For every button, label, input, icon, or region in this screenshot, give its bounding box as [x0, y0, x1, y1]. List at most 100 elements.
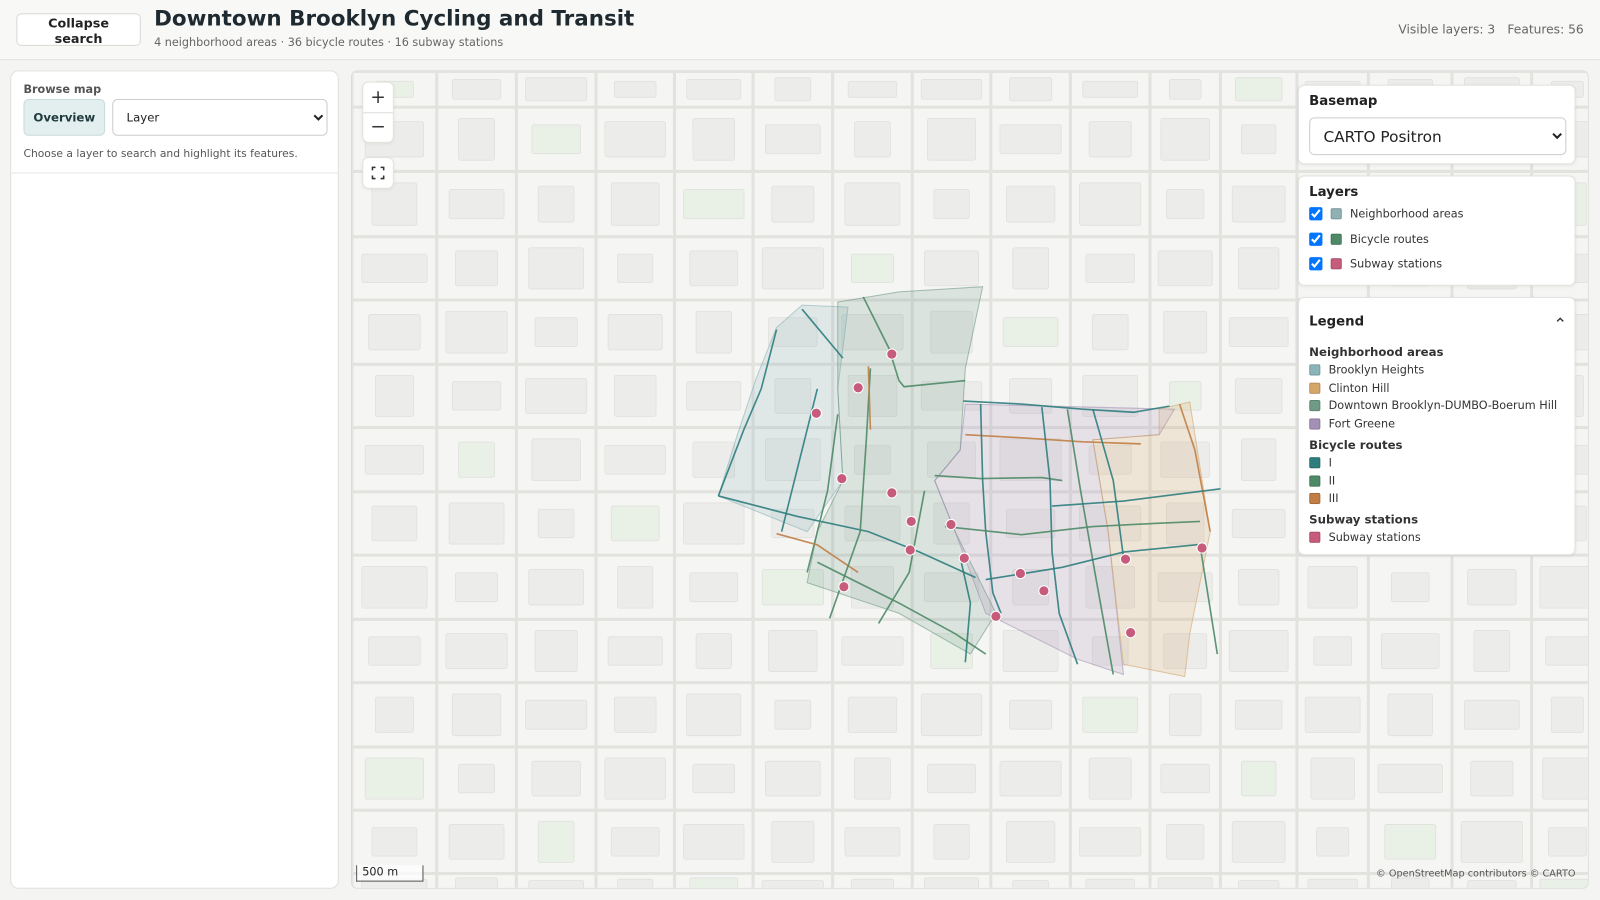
bicycle-route: [828, 368, 872, 619]
block: [1234, 77, 1283, 102]
block: [841, 636, 904, 666]
zoom-control: + −: [362, 81, 394, 143]
subway-station: [886, 348, 898, 360]
layer-label: Bicycle routes: [1349, 232, 1429, 246]
block: [930, 310, 973, 354]
layer-checkbox[interactable]: [1309, 232, 1323, 246]
subway-station: [990, 610, 1002, 622]
block: [458, 763, 495, 794]
block: [613, 374, 657, 417]
panel-heading: Layers: [1309, 184, 1359, 200]
bicycle-route: [877, 490, 926, 624]
block: [1085, 878, 1135, 888]
block: [607, 314, 663, 351]
block: [525, 699, 588, 730]
zoom-out[interactable]: −: [370, 116, 386, 138]
block: [847, 80, 898, 98]
legend-item: Brooklyn Heights: [1309, 363, 1425, 377]
block: [361, 253, 428, 284]
block: [1157, 572, 1213, 603]
block: [844, 505, 901, 542]
bicycle-route: [963, 400, 1170, 414]
block: [1241, 760, 1277, 797]
legend-label: I: [1328, 455, 1332, 470]
block: [920, 79, 983, 100]
neighborhood-area: [1092, 401, 1211, 678]
subway-station: [810, 407, 822, 419]
block: [1390, 877, 1430, 888]
collapse-icon[interactable]: [1554, 315, 1566, 325]
block: [1082, 80, 1139, 98]
legend-item: II: [1309, 474, 1335, 487]
legend-group-title: Bicycle routes: [1309, 437, 1403, 452]
subway-station: [904, 544, 916, 556]
layer-checkbox[interactable]: [1309, 257, 1323, 271]
layer-checkbox[interactable]: [1309, 207, 1323, 221]
overview-tab[interactable]: Overview: [23, 98, 106, 136]
bicycle-route: [1178, 403, 1212, 532]
block: [1473, 630, 1511, 672]
block: [764, 438, 821, 481]
bicycle-route: [1041, 407, 1079, 665]
legend-swatch: [1309, 456, 1321, 469]
legend-label: Brooklyn Heights: [1328, 363, 1425, 377]
zoom-in[interactable]: +: [370, 86, 386, 109]
block: [774, 77, 812, 102]
block: [1231, 508, 1286, 539]
block: [534, 317, 578, 348]
block: [686, 693, 742, 737]
legend-label: III: [1328, 492, 1339, 506]
block: [764, 760, 821, 797]
block: [768, 630, 818, 672]
block: [361, 565, 428, 609]
collapse-button[interactable]: Collapse search: [16, 13, 141, 46]
bicycle-route: [717, 329, 778, 497]
subway-station: [958, 552, 970, 564]
layer-select[interactable]: Layer: [112, 98, 328, 136]
block: [1157, 250, 1213, 287]
block: [371, 182, 418, 226]
subway-station: [852, 382, 864, 394]
block: [1304, 696, 1361, 733]
basemap-select[interactable]: CARTO Positron: [1309, 117, 1567, 156]
title: Downtown Brooklyn Cycling and Transit: [154, 6, 635, 31]
block: [1310, 757, 1355, 800]
block: [695, 633, 732, 669]
scale-bar: 500 m: [356, 865, 424, 882]
map-canvas: [352, 71, 1588, 888]
block: [1085, 253, 1135, 284]
fullscreen-icon: [371, 166, 385, 180]
block: [1168, 693, 1202, 737]
block: [1380, 633, 1440, 669]
block: [686, 79, 742, 100]
block: [1307, 878, 1358, 888]
block: [1228, 630, 1289, 672]
bicycle-route: [862, 296, 966, 388]
subway-station: [1119, 553, 1132, 565]
block: [1157, 877, 1213, 888]
block: [1009, 77, 1053, 102]
legend-item: I: [1309, 456, 1332, 469]
fullscreen-button[interactable]: [362, 157, 394, 189]
block: [1088, 121, 1132, 158]
block: [1241, 124, 1277, 155]
block: [604, 757, 666, 800]
block: [1088, 757, 1132, 800]
block: [924, 877, 980, 888]
block: [686, 381, 742, 411]
legend-item: Fort Greene: [1309, 417, 1395, 431]
block: [850, 565, 894, 609]
bicycle-route: [1051, 487, 1221, 507]
block: [854, 121, 891, 158]
block: [692, 117, 736, 161]
block: [764, 124, 821, 155]
block: [927, 763, 976, 794]
panel-heading: Basemap: [1309, 93, 1378, 110]
block: [1012, 880, 1049, 888]
block: [1012, 247, 1049, 290]
legend-swatch: [1309, 418, 1321, 430]
layers-panel: Layers Neighborhood areas Bicycle routes S…: [1297, 175, 1576, 286]
block: [1002, 630, 1059, 672]
subway-station: [1038, 585, 1050, 597]
legend-swatch: [1309, 382, 1321, 394]
